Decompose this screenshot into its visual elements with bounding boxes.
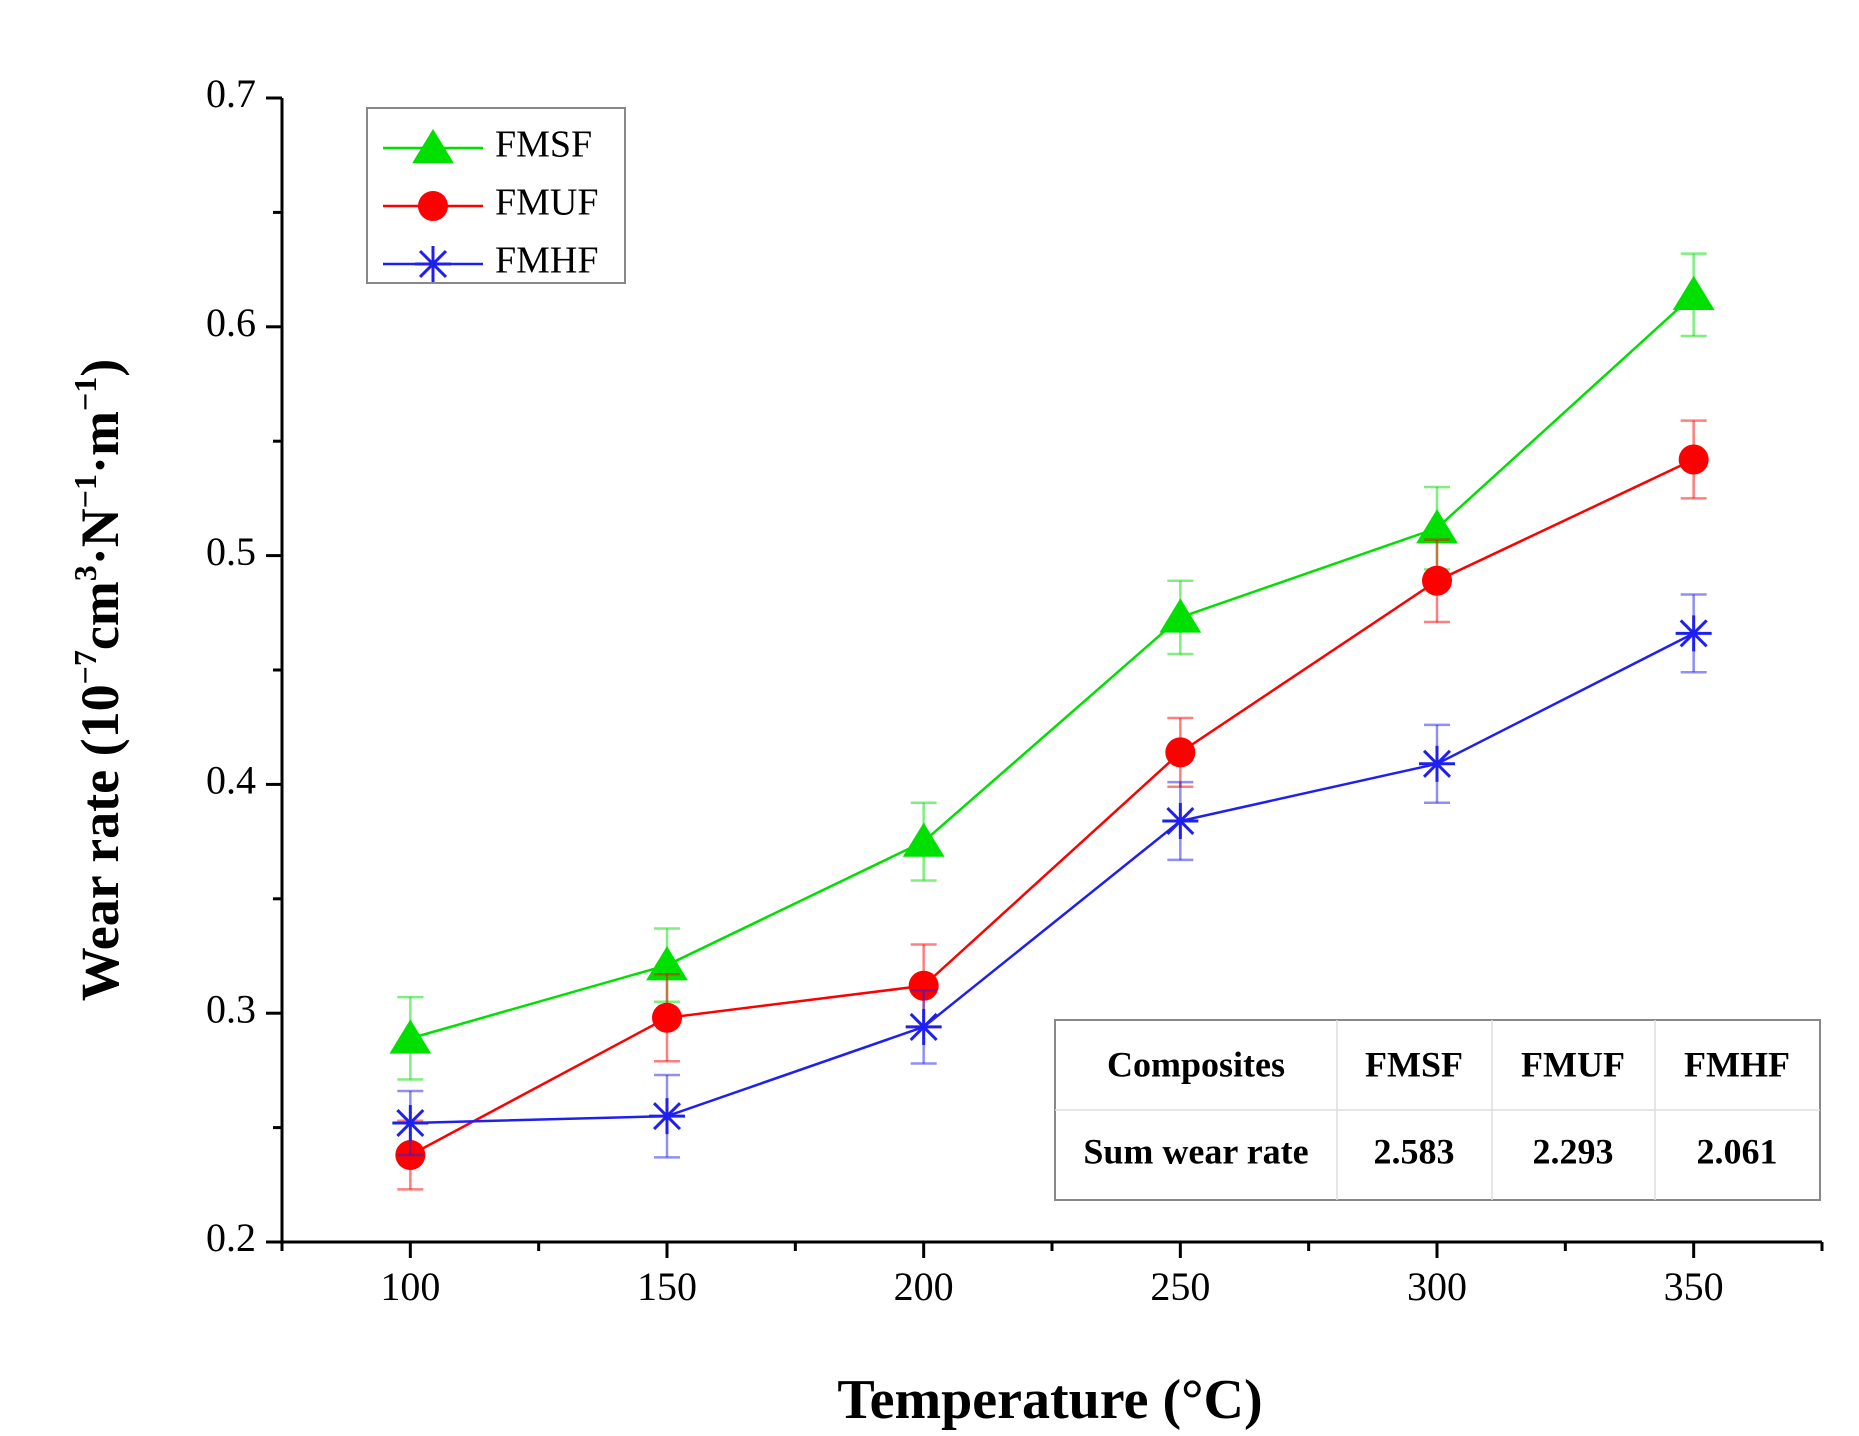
- legend-marker: [412, 129, 454, 164]
- data-point: [902, 822, 945, 857]
- y-axis-title: Wear rate (10−7cm3·N−1·m−1): [67, 359, 130, 1002]
- table-row-label: Sum wear rate: [1083, 1131, 1308, 1171]
- y-tick-label: 0.6: [206, 300, 256, 345]
- x-tick-label: 100: [380, 1264, 440, 1309]
- data-point: [1675, 615, 1712, 652]
- data-point: [646, 946, 688, 981]
- legend-label: FMHF: [495, 240, 599, 282]
- y-tick-label: 0.5: [206, 529, 256, 574]
- data-point: [905, 1008, 942, 1045]
- data-point: [1672, 275, 1715, 310]
- legend-item-fmhf: FMHF: [383, 240, 599, 282]
- x-tick-label: 300: [1407, 1264, 1467, 1309]
- series-line: [409, 293, 1695, 1040]
- data-point: [389, 1019, 432, 1054]
- table-header-composites: Composites: [1107, 1044, 1285, 1084]
- series-fmhf: [392, 593, 1712, 1159]
- data-point: [649, 1098, 685, 1135]
- legend-item-fmsf: FMSF: [383, 124, 592, 166]
- data-point: [1416, 509, 1458, 544]
- table-value-fmsf: 2.583: [1374, 1131, 1455, 1171]
- legend-frame: [366, 107, 626, 284]
- y-tick-label: 0.3: [206, 986, 256, 1031]
- data-point: [908, 970, 939, 1001]
- x-tick-label: 250: [1150, 1264, 1210, 1309]
- legend: FMSF FMUF FMHF: [366, 107, 626, 284]
- table-value-fmhf: 2.061: [1697, 1131, 1778, 1171]
- legend-marker: [415, 246, 451, 282]
- data-point: [1678, 444, 1709, 475]
- data-point: [652, 1002, 682, 1033]
- table-value-fmuf: 2.293: [1533, 1131, 1614, 1171]
- series-layer: [389, 252, 1715, 1191]
- legend-label: FMSF: [495, 124, 592, 166]
- y-tick-label: 0.2: [206, 1215, 256, 1260]
- data-point: [1165, 737, 1196, 768]
- x-tick-label: 200: [894, 1264, 954, 1309]
- y-tick-label: 0.4: [206, 758, 256, 803]
- axes: 0.2 0.3 0.4 0.5 0.6 0.7 100 150 200 250 300 350: [206, 71, 1824, 1309]
- table-header-fmhf: FMHF: [1684, 1044, 1790, 1084]
- x-axis-title: Temperature (°C): [837, 1369, 1262, 1431]
- legend-marker: [418, 191, 448, 221]
- table-header-fmsf: FMSF: [1365, 1044, 1463, 1084]
- y-tick-label: 0.7: [206, 71, 256, 116]
- sum-wear-rate-table: Composites FMSF FMUF FMHF Sum wear rate …: [1054, 1019, 1821, 1201]
- series-line: [410, 632, 1695, 1125]
- data-point: [392, 1105, 429, 1142]
- x-tick-label: 350: [1664, 1264, 1724, 1309]
- data-point: [1159, 598, 1202, 633]
- data-point: [1419, 745, 1455, 782]
- legend-label: FMUF: [495, 182, 599, 224]
- legend-item-fmuf: FMUF: [383, 182, 599, 224]
- table-header-fmuf: FMUF: [1521, 1044, 1625, 1084]
- x-tick-label: 150: [637, 1264, 697, 1309]
- data-point: [1422, 565, 1452, 596]
- series-line: [409, 458, 1695, 1157]
- series-fmsf: [389, 252, 1715, 1081]
- data-point: [1162, 803, 1199, 840]
